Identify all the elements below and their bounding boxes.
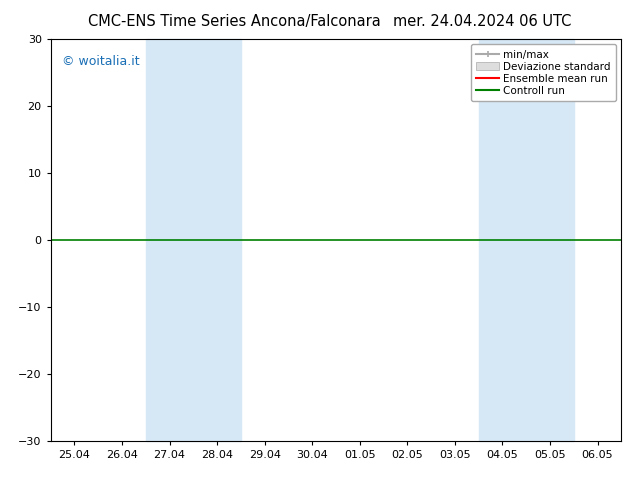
Text: mer. 24.04.2024 06 UTC: mer. 24.04.2024 06 UTC bbox=[392, 14, 571, 29]
Text: © woitalia.it: © woitalia.it bbox=[62, 55, 139, 68]
Text: CMC-ENS Time Series Ancona/Falconara: CMC-ENS Time Series Ancona/Falconara bbox=[88, 14, 381, 29]
Bar bbox=[146, 39, 241, 441]
Legend: min/max, Deviazione standard, Ensemble mean run, Controll run: min/max, Deviazione standard, Ensemble m… bbox=[471, 45, 616, 101]
Bar bbox=[479, 39, 574, 441]
